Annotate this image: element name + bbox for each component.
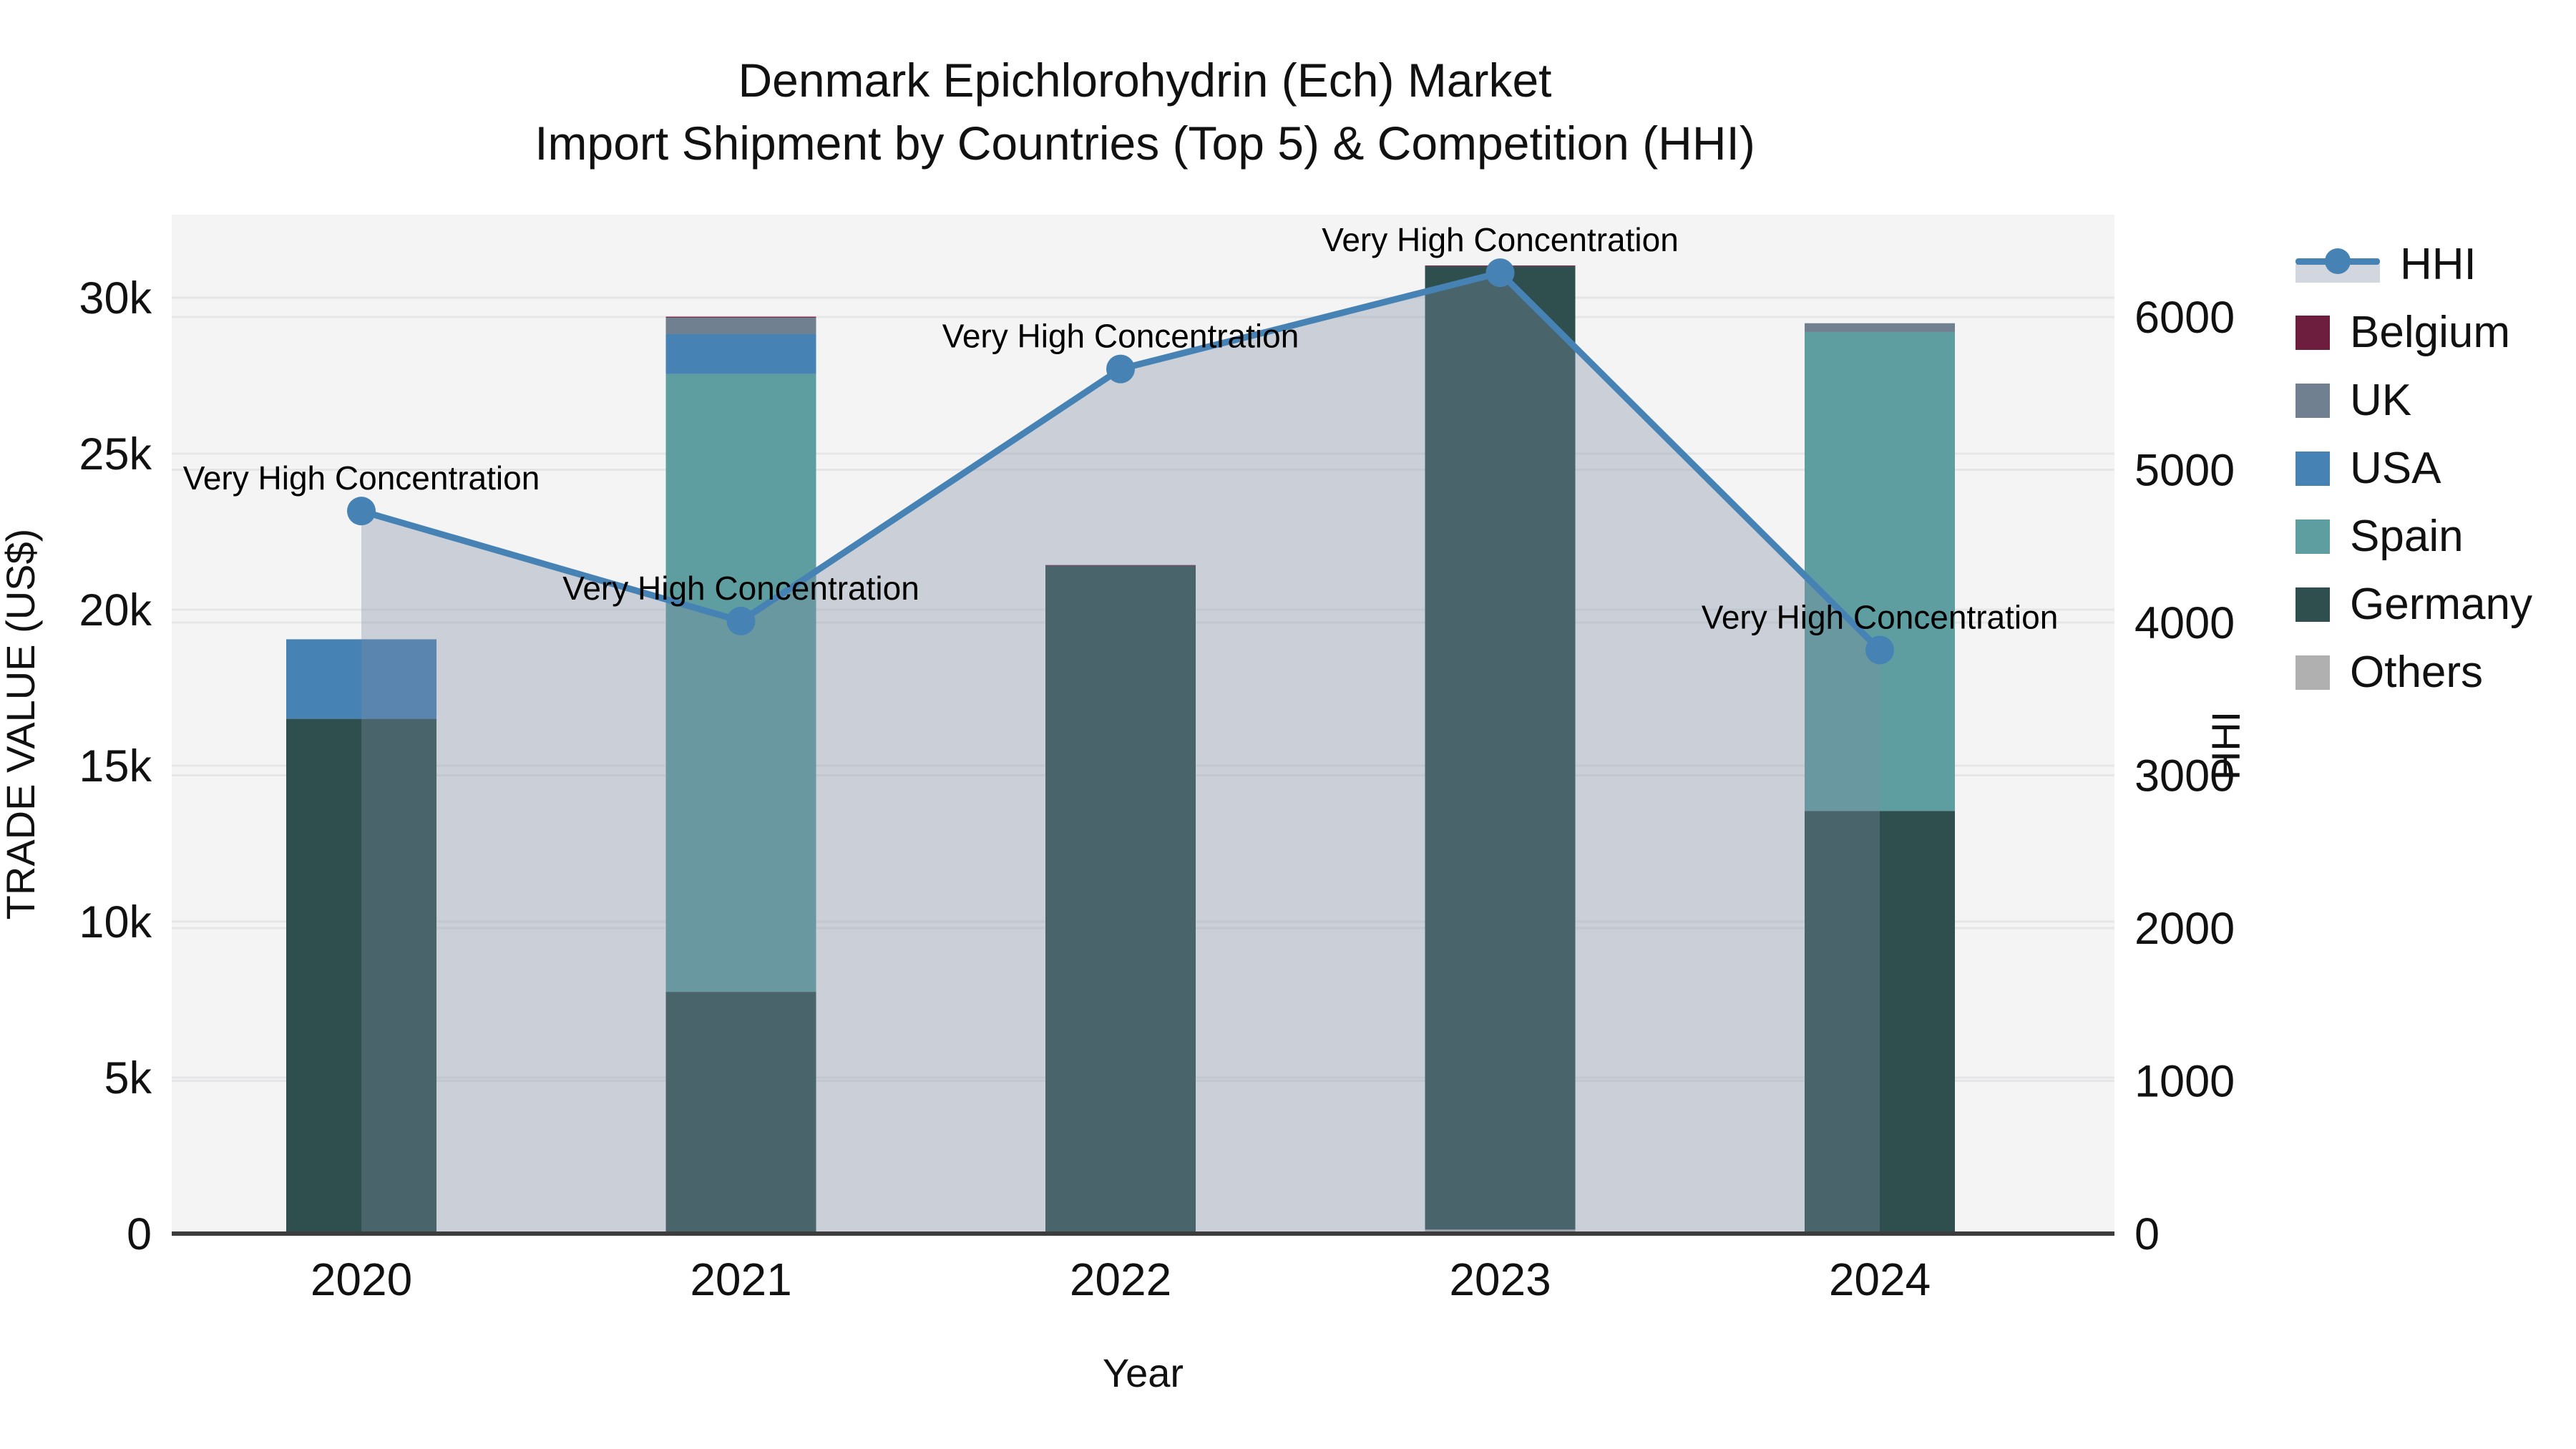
right-tick-label: 2000 [2135, 904, 2235, 954]
x-tick-label-2024: 2024 [1829, 1254, 1931, 1305]
legend-label: Spain [2350, 512, 2464, 561]
left-tick-label: 0 [127, 1209, 152, 1259]
bar-segment-belgium-2022 [1045, 565, 1196, 566]
x-tick-label-2020: 2020 [311, 1254, 412, 1305]
legend-hhi-line-icon [2296, 243, 2380, 287]
legend-label: USA [2350, 444, 2441, 493]
legend-label: Germany [2350, 580, 2532, 629]
left-tick-label: 25k [79, 429, 152, 479]
left-tick-label: 5k [104, 1053, 152, 1103]
hhi-marker-2023 [1485, 258, 1515, 288]
right-tick-label: 0 [2135, 1209, 2160, 1259]
x-tick-label-2021: 2021 [690, 1254, 791, 1305]
left-tick-label: 20k [79, 585, 152, 635]
hhi-marker-2024 [1865, 635, 1894, 665]
right-tick-label: 3000 [2135, 751, 2235, 801]
legend-item-others: Others [2296, 638, 2532, 706]
chart-title-line2: Import Shipment by Countries (Top 5) & C… [535, 117, 1755, 170]
hhi-marker-2020 [347, 497, 376, 526]
legend-item-germany: Germany [2296, 570, 2532, 638]
chart-title: Denmark Epichlorohydrin (Ech) Market Imp… [0, 49, 2290, 175]
x-tick-label-2022: 2022 [1070, 1254, 1171, 1305]
left-tick-label: 10k [79, 897, 152, 947]
left-tick-label: 30k [79, 273, 152, 323]
annotation-2023: Very High Concentration [1322, 221, 1679, 258]
legend-swatch-icon [2296, 315, 2330, 350]
legend-label: UK [2350, 376, 2412, 425]
bar-segment-germany-2022 [1045, 565, 1196, 1234]
hhi-area [361, 273, 1880, 1234]
legend-item-spain: Spain [2296, 502, 2532, 570]
bar-segment-spain-2024 [1805, 331, 1955, 811]
bar-segment-uk-2024 [1805, 323, 1955, 332]
bar-segment-belgium-2021 [665, 316, 816, 318]
bar-segment-spain-2021 [665, 374, 816, 992]
legend-label: HHI [2400, 240, 2477, 289]
bar-segment-germany-2024 [1805, 811, 1955, 1234]
bar-segment-germany-2021 [665, 992, 816, 1234]
bar-segment-usa-2020 [286, 639, 436, 719]
bar-segment-germany-2020 [286, 718, 436, 1234]
legend-swatch-icon [2296, 383, 2330, 418]
bar-segment-uk-2021 [665, 317, 816, 334]
right-axis-title: HHI [2203, 711, 2248, 780]
hhi-marker-2022 [1106, 354, 1135, 384]
left-tick-label: 15k [79, 741, 152, 791]
legend-swatch-icon [2296, 519, 2330, 554]
hhi-marker-2021 [726, 606, 756, 635]
legend-item-belgium: Belgium [2296, 298, 2532, 366]
legend-label: Others [2350, 648, 2484, 697]
legend-label: Belgium [2350, 308, 2510, 357]
right-tick-label: 6000 [2135, 293, 2235, 343]
legend-swatch-icon [2296, 587, 2330, 622]
legend-swatch-icon [2296, 655, 2330, 690]
bar-segment-germany-2023 [1425, 266, 1576, 1230]
annotation-2021: Very High Concentration [562, 570, 919, 607]
x-axis-title: Year [1103, 1350, 1184, 1395]
right-tick-label: 5000 [2135, 446, 2235, 496]
left-axis-title: TRADE VALUE (US$) [0, 529, 43, 920]
legend-swatch-icon [2296, 451, 2330, 486]
annotation-2022: Very High Concentration [942, 318, 1299, 355]
annotation-2020: Very High Concentration [183, 459, 540, 497]
annotation-2024: Very High Concentration [1702, 598, 2059, 635]
right-tick-label: 1000 [2135, 1057, 2235, 1107]
chart-title-line1: Denmark Epichlorohydrin (Ech) Market [738, 54, 1552, 107]
bar-segment-usa-2021 [665, 333, 816, 374]
legend-item-uk: UK [2296, 366, 2532, 434]
chart-legend: HHI Belgium UK USA Spain Germany Others [2296, 230, 2532, 706]
legend-item-usa: USA [2296, 434, 2532, 502]
legend-item-hhi: HHI [2296, 230, 2532, 298]
x-tick-label-2023: 2023 [1449, 1254, 1551, 1305]
right-tick-label: 4000 [2135, 598, 2235, 648]
